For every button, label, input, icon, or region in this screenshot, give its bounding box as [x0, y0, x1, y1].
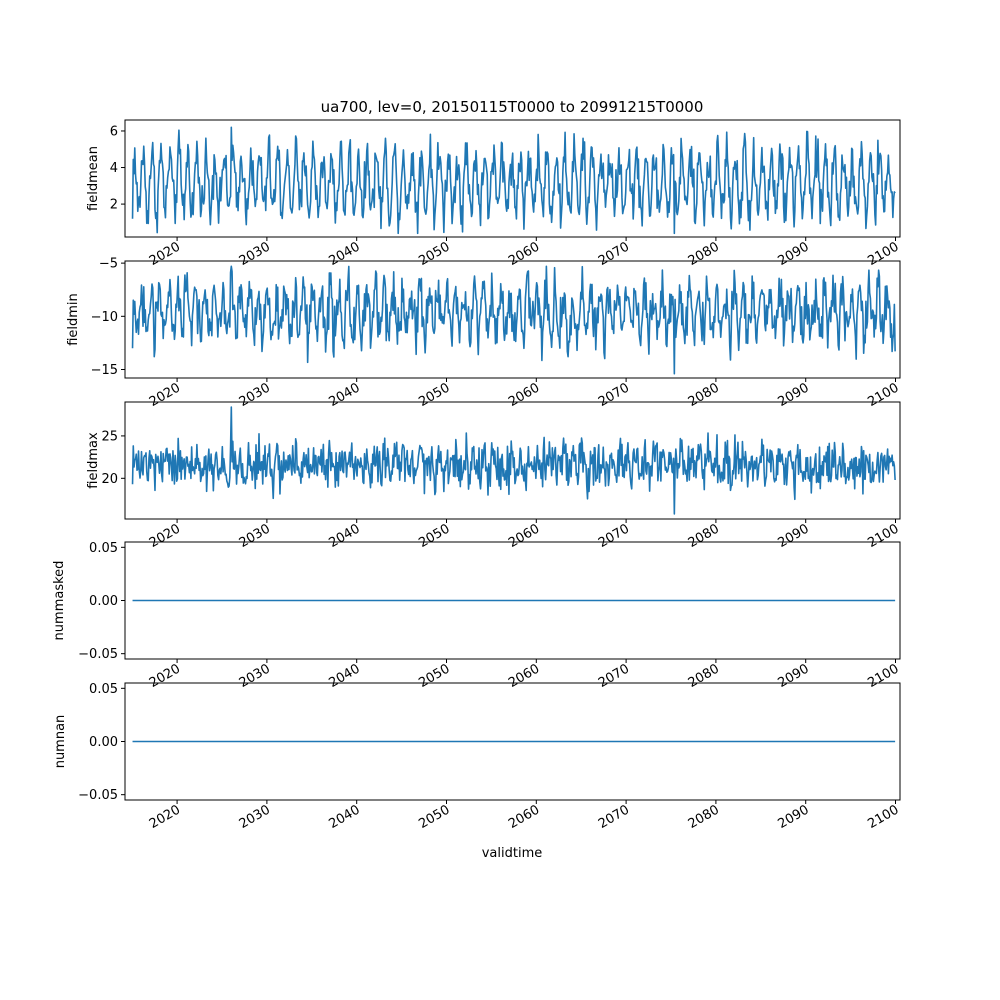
x-tick-label: 2020 — [147, 239, 183, 269]
y-tick-label: 6 — [110, 124, 118, 139]
x-tick-label: 2070 — [596, 239, 632, 269]
y-axis-label: fieldmean — [86, 146, 101, 211]
x-tick-label: 2100 — [865, 802, 901, 832]
series-line-fieldmean — [131, 126, 896, 235]
y-tick-label: −10 — [91, 310, 118, 325]
y-tick-label: −15 — [91, 363, 118, 378]
y-axis-label: fieldmax — [86, 432, 101, 489]
y-tick-label: 0.05 — [89, 541, 118, 556]
x-tick-label: 2030 — [237, 380, 273, 410]
y-tick-label: 0.00 — [89, 594, 118, 609]
x-tick-label: 2020 — [147, 380, 183, 410]
y-axis-label: fieldmin — [66, 293, 81, 346]
x-tick-label: 2060 — [506, 802, 542, 832]
x-tick-label: 2040 — [327, 239, 363, 269]
x-tick-label: 2080 — [686, 661, 722, 691]
x-tick-label: 2050 — [416, 661, 452, 691]
x-tick-label: 2090 — [776, 661, 812, 691]
x-tick-label: 2090 — [776, 802, 812, 832]
y-tick-label: 25 — [101, 429, 118, 444]
x-tick-label: 2070 — [596, 661, 632, 691]
y-tick-label: 4 — [110, 161, 118, 176]
x-tick-label: 2090 — [776, 239, 812, 269]
y-axis-label: nummasked — [52, 561, 67, 641]
x-tick-label: 2060 — [506, 239, 542, 269]
subplots: 2 4 6 fieldmean 2020 2030 2040 2050 2060 2070 2080… — [52, 119, 902, 832]
x-tick-label: 2090 — [776, 521, 812, 551]
x-tick-label: 2090 — [776, 380, 812, 410]
y-tick-label: −0.05 — [78, 788, 118, 803]
subplot-fieldmin: −15 −10 −5 fieldmin 2020 2030 2040 2050 2060 2070… — [66, 257, 902, 410]
x-tick-label: 2080 — [686, 802, 722, 832]
x-tick-label: 2070 — [596, 521, 632, 551]
subplot-fieldmean: 2 4 6 fieldmean 2020 2030 2040 2050 2060 2070 2080… — [86, 119, 902, 269]
x-tick-label: 2100 — [865, 380, 901, 410]
x-tick-label: 2030 — [237, 802, 273, 832]
series-line-fieldmax — [131, 406, 896, 515]
series-line-fieldmin — [131, 265, 896, 375]
x-tick-label: 2020 — [147, 661, 183, 691]
x-tick-label: 2040 — [327, 661, 363, 691]
x-tick-label: 2030 — [237, 239, 273, 269]
axes-frame — [124, 401, 901, 520]
y-tick-label: −0.05 — [78, 647, 118, 662]
x-tick-label: 2100 — [865, 661, 901, 691]
x-tick-label: 2030 — [237, 661, 273, 691]
x-tick-label: 2050 — [416, 521, 452, 551]
x-tick-label: 2020 — [147, 802, 183, 832]
x-tick-label: 2100 — [865, 239, 901, 269]
subplot-nummasked: −0.05 0.00 0.05 nummasked 2020 2030 2040 2050 20… — [52, 541, 902, 691]
x-axis-label: validtime — [482, 846, 543, 861]
x-tick-label: 2050 — [416, 239, 452, 269]
axes-frame — [124, 119, 901, 238]
chart-title: ua700, lev=0, 20150115T0000 to 20991215T… — [321, 98, 704, 116]
y-axis-label: numnan — [53, 715, 68, 769]
x-tick-label: 2020 — [147, 521, 183, 551]
x-tick-label: 2040 — [327, 380, 363, 410]
x-tick-label: 2080 — [686, 521, 722, 551]
y-tick-label: −5 — [99, 257, 118, 272]
x-tick-label: 2040 — [327, 802, 363, 832]
y-tick-label: 0.00 — [89, 735, 118, 750]
x-tick-label: 2050 — [416, 380, 452, 410]
y-tick-label: 0.05 — [89, 682, 118, 697]
x-tick-label: 2080 — [686, 380, 722, 410]
x-tick-label: 2060 — [506, 661, 542, 691]
x-tick-label: 2100 — [865, 521, 901, 551]
y-tick-label: 2 — [110, 198, 118, 213]
x-tick-label: 2070 — [596, 380, 632, 410]
x-tick-label: 2060 — [506, 380, 542, 410]
x-tick-label: 2060 — [506, 521, 542, 551]
x-tick-label: 2040 — [327, 521, 363, 551]
subplot-numnan: −0.05 0.00 0.05 numnan 2020 2030 2040 2050 2060 2… — [53, 682, 902, 832]
x-tick-label: 2050 — [416, 802, 452, 832]
axes-frame — [124, 260, 901, 379]
x-tick-label: 2070 — [596, 802, 632, 832]
y-tick-label: 20 — [101, 472, 118, 487]
x-tick-label: 2030 — [237, 521, 273, 551]
x-tick-label: 2080 — [686, 239, 722, 269]
